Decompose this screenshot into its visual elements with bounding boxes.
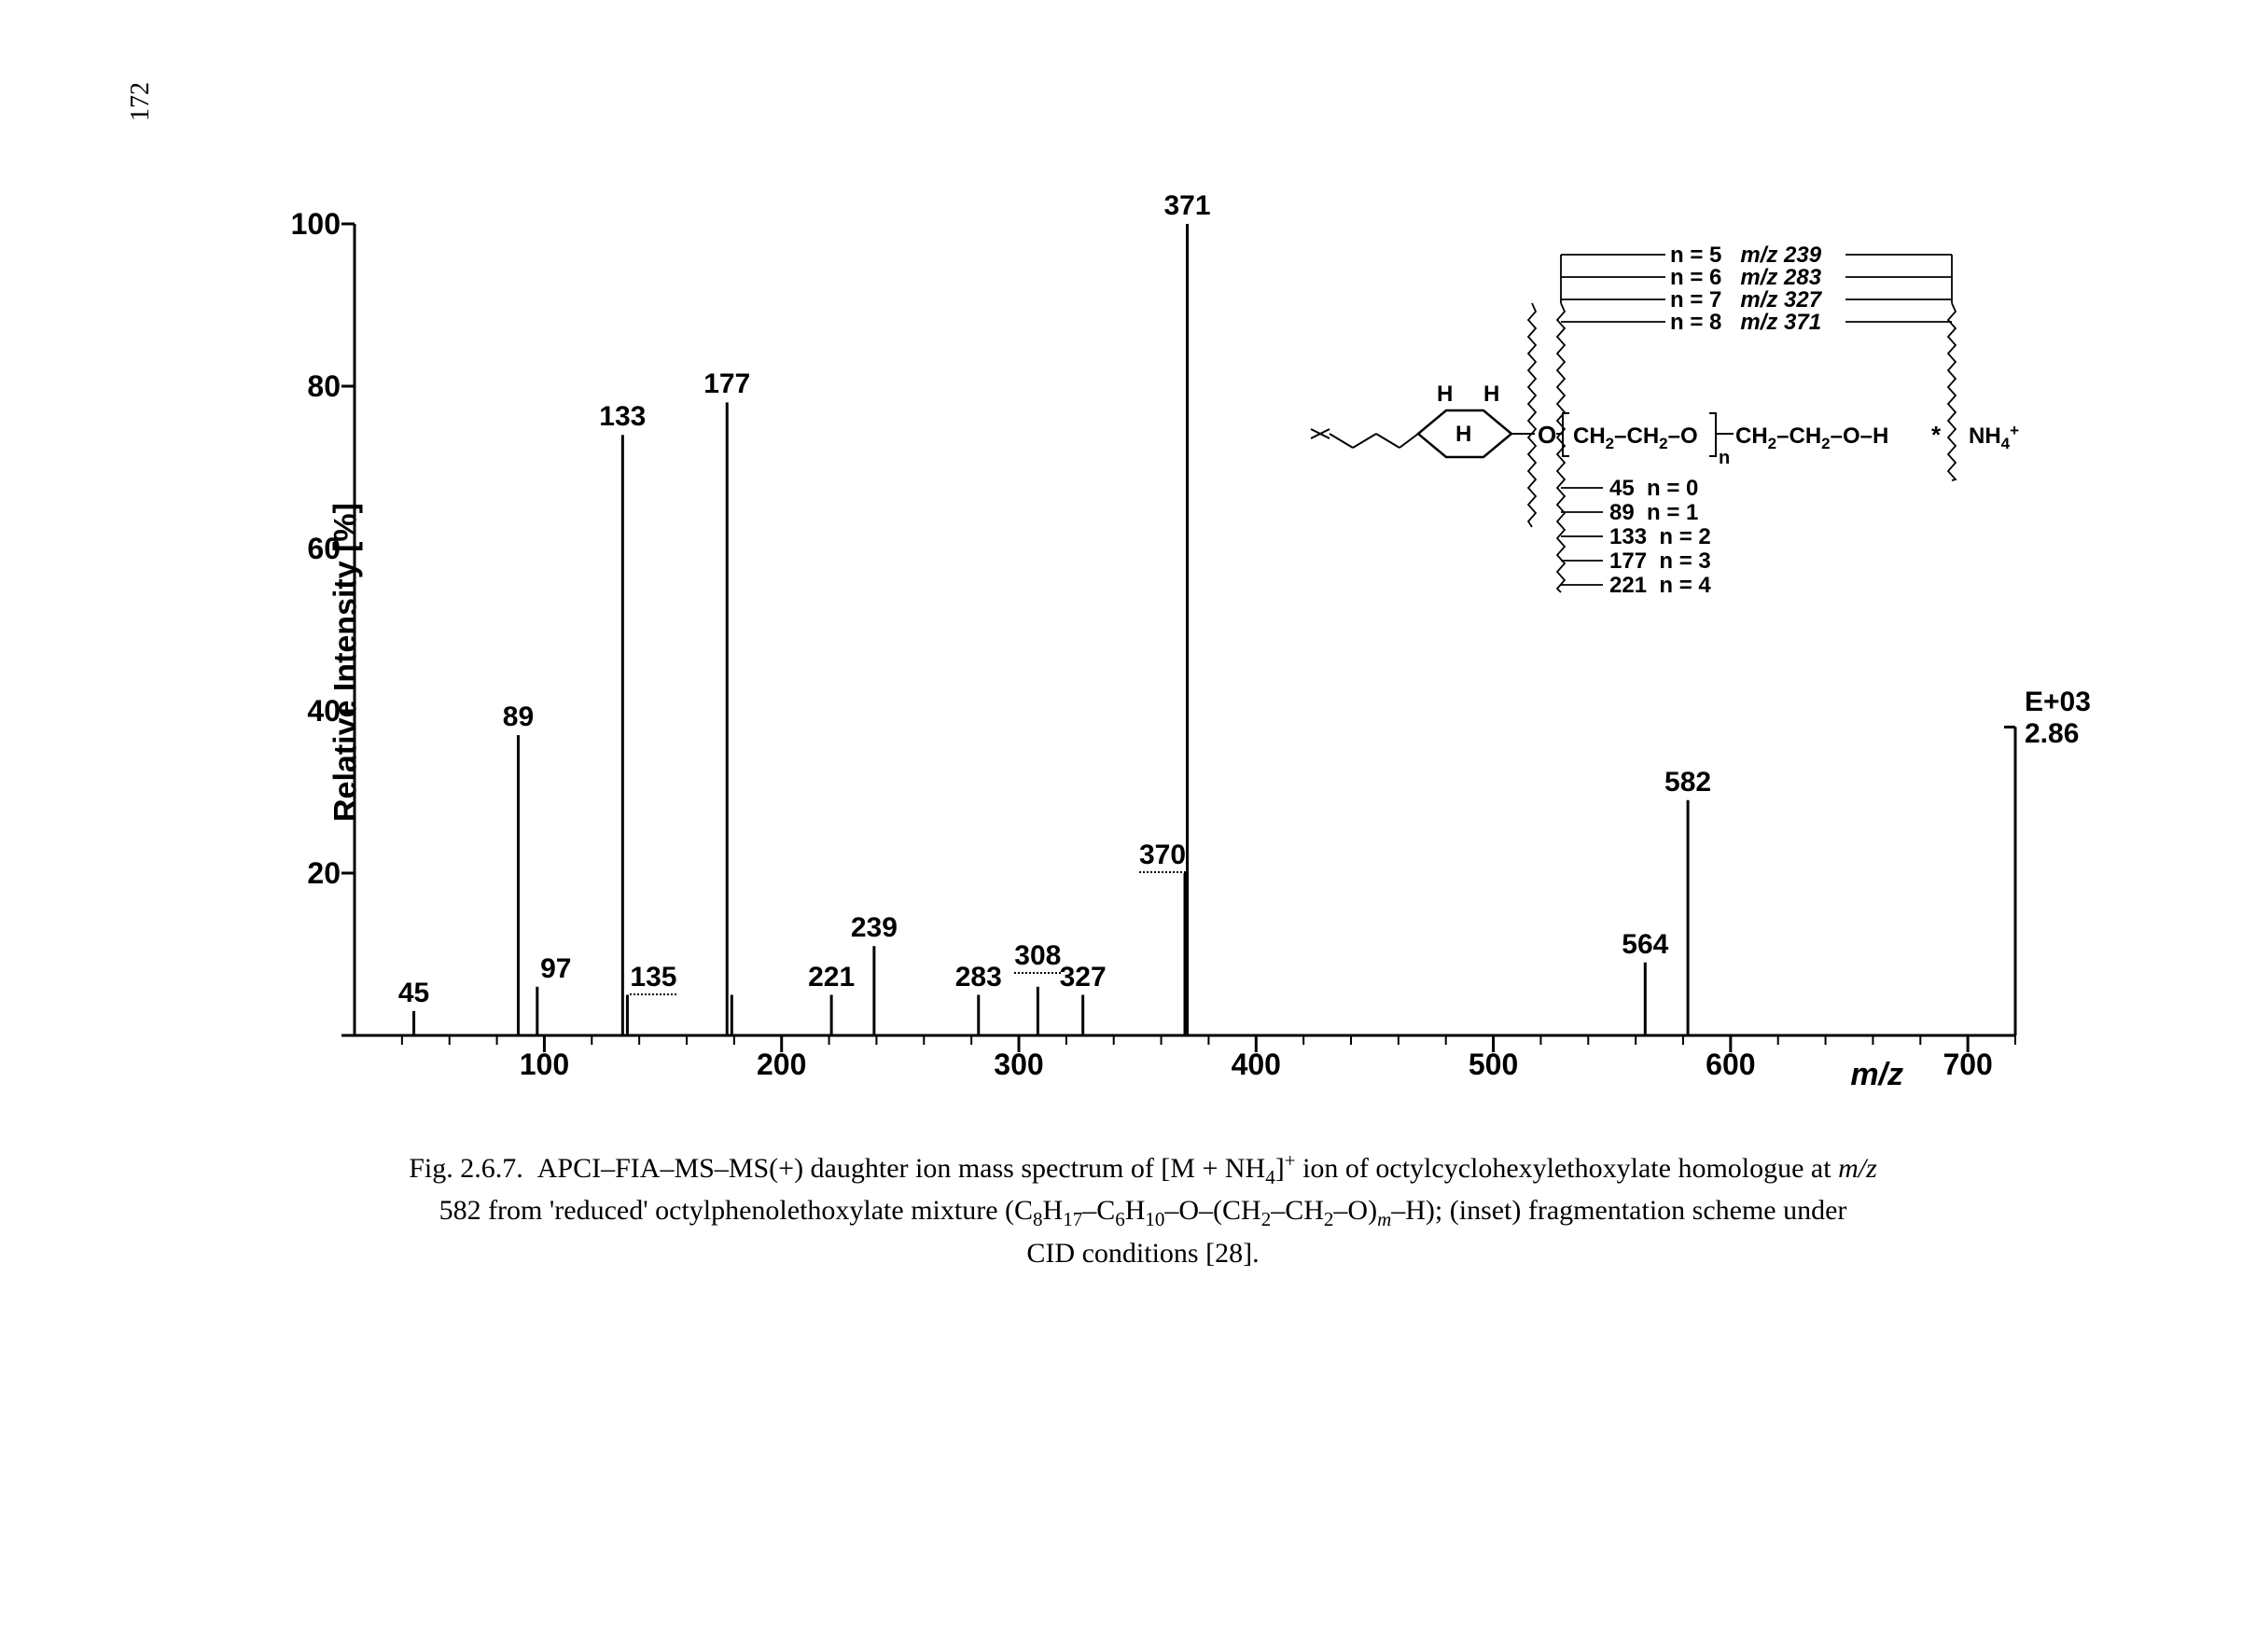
peak-label-371: 371 [1164,190,1211,222]
h-label: H [1437,382,1453,407]
bottom-frag-3: 177 n = 3 [1609,548,1711,575]
peak-label-582: 582 [1664,767,1711,798]
y-tick-20: 20 [285,856,341,891]
x-tick-500: 500 [1469,1048,1518,1082]
x-tick-100: 100 [520,1048,569,1082]
y-tick-100: 100 [285,207,341,242]
peak-label-135: 135 [630,962,676,995]
nh4-label: NH4+ [1969,422,2019,452]
caption-fig-label: Fig. 2.6.7. [409,1153,523,1184]
peak-label-97: 97 [540,953,571,985]
asterisk: * [1931,421,1942,449]
repeat-unit: CH2–CH2–O [1573,423,1698,452]
x-tick-300: 300 [994,1048,1043,1082]
page-number: 172 [126,82,156,121]
figure-caption: Fig. 2.6.7. APCI–FIA–MS–MS(+) daughter i… [233,1147,2053,1273]
peak-label-327: 327 [1060,962,1107,993]
y-tick-80: 80 [285,369,341,404]
peak-label-370: 370 [1139,840,1186,873]
intensity-exponent: E+03 [2025,687,2091,718]
x-tick-200: 200 [757,1048,806,1082]
top-frag-3: n = 8 m/z 371 [1670,310,1821,336]
peak-label-239: 239 [851,912,898,944]
bottom-frag-1: 89 n = 1 [1609,500,1698,526]
y-tick-60: 60 [285,532,341,566]
peak-label-564: 564 [1622,929,1668,961]
peak-label-221: 221 [808,962,855,993]
x-axis-label: m/z [1850,1057,1903,1093]
bottom-frag-2: 133 n = 2 [1609,524,1711,550]
h-label: H [1455,422,1471,447]
intensity-value: 2.86 [2025,718,2079,750]
peak-label-89: 89 [503,701,534,733]
peak-label-133: 133 [599,401,646,433]
x-tick-600: 600 [1706,1048,1755,1082]
bottom-frag-4: 221 n = 4 [1609,573,1711,599]
fragmentation-inset: H H H O CH2–CH2–O n CH2–CH2–O–H [1297,247,2062,667]
h-label: H [1483,382,1499,407]
mass-spectrum-chart: Relative Intensity [%] m/z 2040608010010… [252,224,2043,1101]
tail-unit: CH2–CH2–O–H [1735,423,1888,452]
peak-label-45: 45 [398,978,429,1009]
x-tick-400: 400 [1232,1048,1281,1082]
o-label: O [1538,421,1556,449]
peak-label-177: 177 [703,368,750,400]
bottom-frag-0: 45 n = 0 [1609,476,1698,502]
y-tick-40: 40 [285,694,341,729]
x-tick-700: 700 [1943,1048,1992,1082]
peak-label-283: 283 [955,962,1002,993]
n-subscript: n [1719,448,1730,468]
peak-label-308: 308 [1014,940,1061,974]
